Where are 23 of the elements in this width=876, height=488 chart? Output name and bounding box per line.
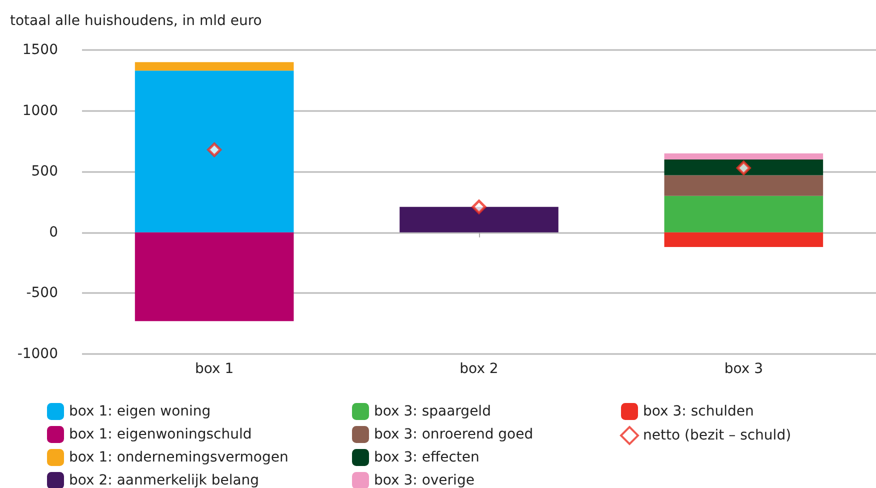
legend-label: box 1: eigenwoningschuld (69, 426, 252, 442)
y-tick-label: 1500 (22, 42, 58, 58)
y-tick-label: -1000 (17, 346, 58, 362)
y-tick-label: -500 (26, 285, 58, 302)
legend-label: box 2: aanmerkelijk belang (69, 472, 260, 488)
legend-label: box 1: ondernemingsvermogen (69, 450, 288, 466)
legend-label: box 3: onroerend goed (374, 426, 534, 442)
y-tick-label: 1000 (22, 102, 58, 119)
y-tick-label: 0 (49, 224, 58, 240)
y-tick-label: 500 (31, 164, 58, 180)
x-tick-label: box 2 (460, 361, 498, 377)
legend-label: box 3: schulden (643, 404, 754, 420)
legend-label: box 3: effecten (374, 450, 480, 466)
legend-label: box 1: eigen woning (69, 404, 211, 420)
point (472, 200, 486, 214)
point (207, 142, 222, 157)
x-tick-label: box 3 (724, 361, 764, 377)
legend-label: box 3: spaargeld (374, 404, 491, 420)
y-axis-title: totaal alle huishoudens, in mld euro (10, 13, 262, 29)
x-tick-label: box 1 (194, 361, 234, 377)
point (736, 160, 751, 176)
legend-label: box 3: overige (374, 472, 474, 488)
legend-label: netto (bezit – schuld) (643, 428, 792, 444)
